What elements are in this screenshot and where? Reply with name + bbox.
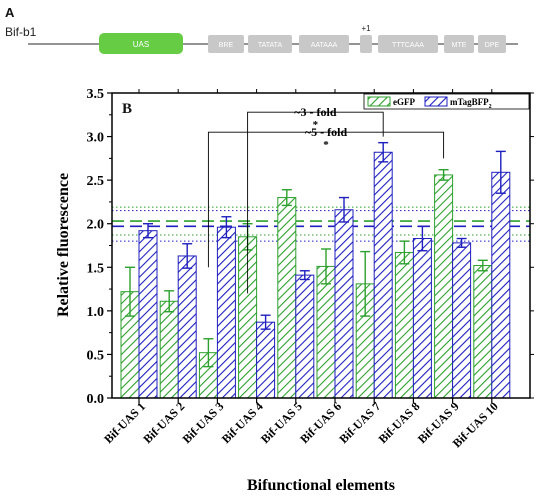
fold-annotation-2: ~5 - fold* bbox=[207, 125, 445, 268]
y-tick-label: 1.0 bbox=[87, 305, 105, 320]
tttcaaa-element-label: TTTCAAA bbox=[392, 42, 424, 49]
y-tick-label: 0.5 bbox=[87, 348, 105, 363]
legend-label-mtagbfp-name: mTagBFP bbox=[450, 97, 489, 107]
x-tick-label: Bif-UAS 7 bbox=[336, 399, 383, 446]
bar-mtagbfp-2 bbox=[177, 255, 197, 399]
mte-element bbox=[444, 35, 474, 53]
bar-mtagbfp-10 bbox=[491, 171, 511, 399]
fold-annotation-1: ~3 - fold* bbox=[247, 105, 384, 294]
bar-egfp-2 bbox=[159, 300, 179, 399]
x-tick-label: Bif-UAS 1 bbox=[101, 399, 148, 446]
tss-label: +1 bbox=[361, 24, 371, 33]
dpe-element-label: DPE bbox=[485, 42, 500, 49]
dpe-element bbox=[478, 35, 506, 53]
tttcaaa-element bbox=[378, 35, 438, 53]
bar-mtagbfp-7 bbox=[373, 151, 393, 399]
legend-label-mtagbfp-subscript: 2 bbox=[489, 104, 492, 110]
tata-element bbox=[248, 35, 292, 53]
bar-mtagbfp-6 bbox=[334, 209, 354, 399]
bar-egfp-8 bbox=[394, 251, 414, 399]
aataaa-element bbox=[299, 35, 349, 53]
mte-element-label: MTE bbox=[452, 42, 467, 49]
panel-a-letter: A bbox=[5, 5, 15, 20]
fold-label: ~3 - fold bbox=[294, 105, 337, 119]
tata-element-label: TATATA bbox=[258, 42, 283, 49]
fold-change-annotations: ~3 - fold*~5 - fold* bbox=[207, 105, 445, 294]
fold-bracket-line bbox=[207, 131, 445, 268]
bar-mtagbfp-3 bbox=[216, 226, 236, 399]
x-tick-label: Bif-UAS 3 bbox=[180, 399, 227, 446]
significance-star: * bbox=[313, 119, 319, 131]
initiator-element bbox=[360, 35, 372, 53]
y-axis-title: Relative fluorescence bbox=[55, 173, 72, 317]
y-tick-label: 0.0 bbox=[87, 392, 105, 407]
x-tick-label: Bif-UAS 8 bbox=[376, 399, 423, 446]
bar-egfp-5 bbox=[277, 197, 297, 399]
bre-element bbox=[208, 35, 244, 53]
panel-a-construct-diagram: A Bif-b1 UAS BRE TATATA AATAAA +1 TTTCAA… bbox=[5, 5, 518, 54]
y-tick-label: 2.0 bbox=[87, 218, 105, 233]
significance-star: * bbox=[323, 139, 329, 151]
bars-group bbox=[120, 151, 511, 399]
uas-element-label: UAS bbox=[133, 40, 149, 49]
y-tick-label: 3.5 bbox=[87, 87, 105, 102]
construct-name: Bif-b1 bbox=[5, 25, 37, 39]
y-tick-label: 3.0 bbox=[87, 131, 105, 146]
bar-mtagbfp-8 bbox=[412, 238, 432, 399]
bar-mtagbfp-5 bbox=[295, 274, 315, 399]
uas-element bbox=[99, 33, 183, 54]
panel-b-bar-chart: ~3 - fold*~5 - fold* 0.00.51.01.52.02.53… bbox=[55, 87, 534, 494]
legend-label-egfp: eGFP bbox=[393, 97, 415, 107]
y-tick-label: 1.5 bbox=[87, 261, 105, 276]
legend-label-mtagbfp: mTagBFP2 bbox=[450, 97, 492, 110]
y-axis: 0.0 0.5 1.0 1.5 2.0 2.5 3.0 3.5 bbox=[87, 87, 534, 407]
bar-mtagbfp-1 bbox=[138, 230, 158, 399]
x-axis-title: Bifunctional elements bbox=[247, 477, 395, 494]
legend-swatch-egfp bbox=[367, 96, 391, 107]
bre-element-label: BRE bbox=[219, 42, 234, 49]
fold-label: ~5 - fold bbox=[305, 125, 348, 139]
legend-swatch-mtagbfp bbox=[424, 96, 448, 107]
legend: eGFP mTagBFP2 bbox=[363, 93, 530, 110]
reference-lines bbox=[112, 206, 530, 242]
bar-egfp-9 bbox=[434, 174, 454, 399]
bar-mtagbfp-4 bbox=[256, 321, 276, 399]
fold-bracket-line bbox=[247, 111, 384, 294]
bar-mtagbfp-9 bbox=[452, 242, 472, 399]
x-tick-label: Bif-UAS 2 bbox=[140, 399, 187, 446]
aataaa-element-label: AATAAA bbox=[311, 42, 338, 49]
panel-b-letter: B bbox=[122, 101, 132, 117]
y-tick-label: 2.5 bbox=[87, 174, 105, 189]
bar-egfp-10 bbox=[473, 265, 493, 399]
x-tick-label: Bif-UAS 6 bbox=[297, 399, 344, 446]
x-tick-label: Bif-UAS 4 bbox=[219, 399, 266, 446]
bar-egfp-6 bbox=[316, 265, 336, 399]
x-tick-label: Bif-UAS 5 bbox=[258, 399, 305, 446]
